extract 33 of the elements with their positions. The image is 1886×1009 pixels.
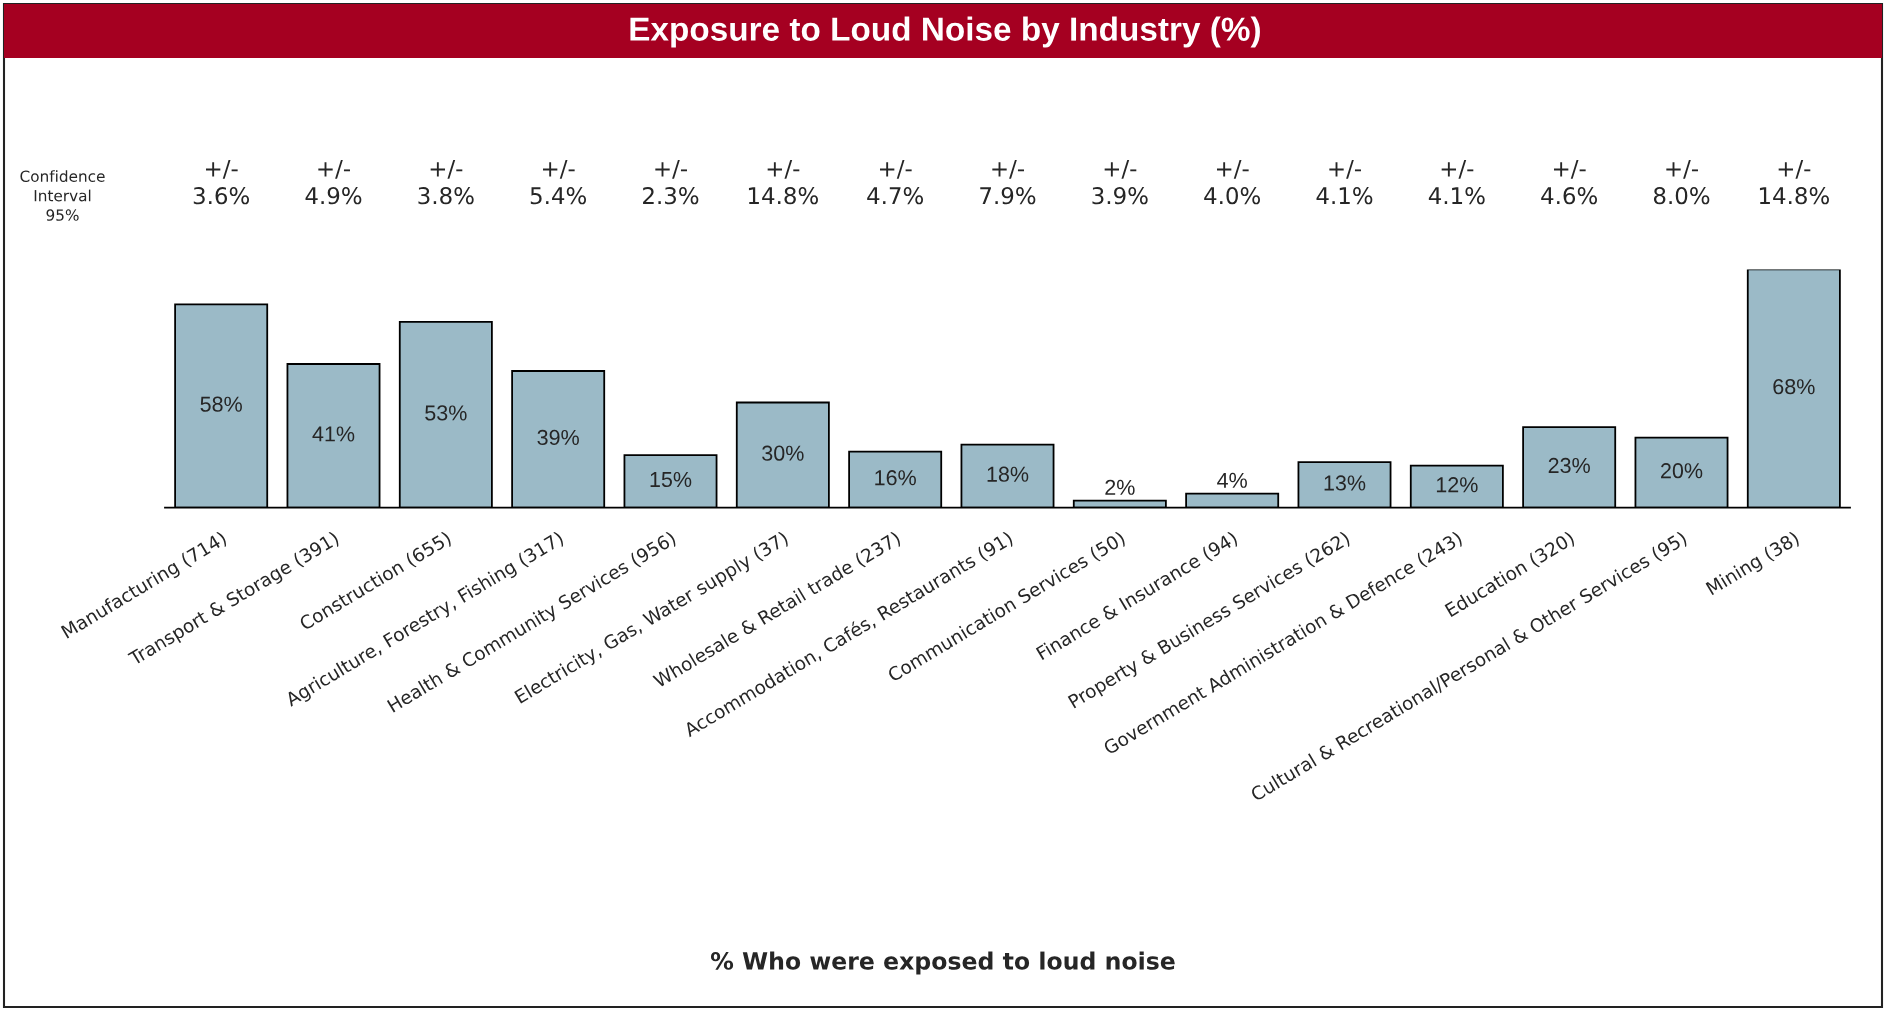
data-label: 12%	[1436, 477, 1478, 493]
data-label: 4%	[1217, 472, 1247, 488]
data-label: 13%	[1324, 475, 1366, 491]
text: +/- 2.3%	[643, 159, 699, 205]
text: +/- 5.4%	[530, 159, 587, 205]
text: +/- 14.8%	[748, 159, 818, 205]
text: % Who were exposed to loud noise	[710, 951, 1175, 975]
data-label: 39%	[537, 429, 579, 446]
data-label: 41%	[312, 426, 355, 442]
data-label: 20%	[1661, 463, 1703, 479]
text: +/- 4.1%	[1428, 159, 1485, 205]
chart-title: Exposure to Loud Noise by Industry (%)	[630, 16, 1260, 48]
data-label: 58%	[200, 396, 242, 412]
data-label: 18%	[987, 466, 1029, 482]
text: +/- 8.0%	[1653, 159, 1710, 205]
text: +/- 4.9%	[305, 159, 362, 205]
text: +/- 14.8%	[1759, 159, 1829, 205]
data-label: 68%	[1773, 379, 1815, 395]
text: +/- 4.6%	[1541, 159, 1598, 205]
data-label: 15%	[650, 471, 692, 488]
text: +/- 4.0%	[1204, 159, 1261, 205]
text: +/- 4.7%	[867, 159, 924, 205]
text: +/- 7.9%	[980, 159, 1036, 205]
text: +/- 3.8%	[418, 159, 474, 205]
data-label: 23%	[1548, 457, 1590, 474]
text: +/- 3.6%	[193, 159, 250, 205]
data-label: 2%	[1105, 479, 1135, 495]
data-label: 16%	[875, 470, 916, 486]
text: Confidence Interval 95%	[20, 170, 105, 221]
text: +/- 3.9%	[1092, 159, 1148, 205]
data-label: 30%	[762, 445, 804, 461]
data-label: 53%	[425, 405, 467, 421]
text: +/- 4.1%	[1316, 159, 1373, 205]
